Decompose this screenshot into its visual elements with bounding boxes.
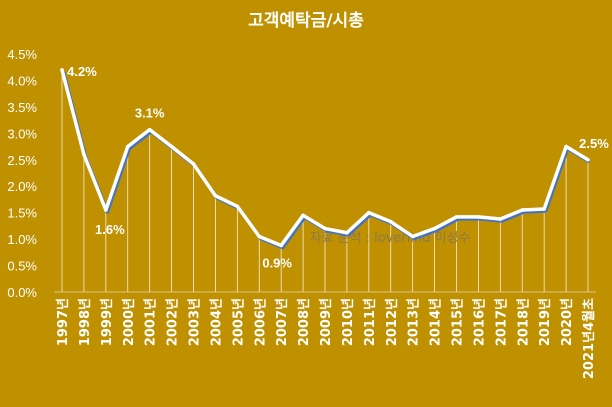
- data-point: [213, 193, 218, 198]
- x-tick-label: 2009년: [319, 298, 334, 346]
- x-tick-label: 2002년: [166, 298, 181, 346]
- data-labels: 4.2% 1.6% 3.1% 0.9% 2.5%: [67, 64, 609, 271]
- data-point: [104, 208, 108, 212]
- y-tick-label: 1.5%: [7, 206, 37, 221]
- y-tick-label: 0.5%: [7, 259, 37, 274]
- y-tick-label: 2.5%: [7, 153, 37, 168]
- data-point: [60, 68, 64, 72]
- data-point: [301, 213, 305, 218]
- x-tick-label: 2004년: [209, 298, 224, 346]
- x-tick-label: 2001년: [144, 298, 159, 346]
- data-point: [125, 144, 130, 149]
- x-tick-label: 2021년4월초: [581, 298, 597, 379]
- x-tick-label: 2000년: [122, 298, 137, 346]
- data-label: 2.5%: [579, 136, 609, 151]
- data-point: [498, 217, 503, 221]
- x-tick-label: 2013년: [407, 298, 422, 346]
- data-point: [388, 219, 393, 224]
- data-point: [323, 226, 327, 231]
- x-tick-label: 2003년: [188, 298, 203, 346]
- y-tick-label: 3.5%: [7, 100, 37, 115]
- y-tick-label: 1.0%: [7, 232, 37, 247]
- data-point: [345, 230, 349, 235]
- data-point: [454, 215, 459, 219]
- data-point: [542, 207, 546, 211]
- data-point: [235, 204, 240, 209]
- data-point: [367, 210, 371, 215]
- data-points: [60, 68, 590, 248]
- x-tick-label: 2019년: [538, 298, 553, 346]
- x-tick-label: 1997년: [56, 298, 71, 346]
- x-tick-label: 1999년: [100, 298, 115, 346]
- x-tick-label: 2010년: [341, 298, 356, 346]
- x-tick-label: 2018년: [516, 298, 531, 346]
- data-label: 0.9%: [262, 255, 292, 270]
- x-tick-label: 2012년: [385, 298, 400, 346]
- drop-lines: [61, 69, 589, 292]
- y-axis-ticks: 0.0% 0.5% 1.0% 1.5% 2.0% 2.5% 3.0% 3.5% 4.0% 4.5%: [7, 47, 37, 300]
- series-group: [60, 69, 591, 250]
- data-point: [586, 157, 590, 162]
- x-tick-label: 2006년: [253, 298, 268, 346]
- data-point: [147, 127, 152, 132]
- data-point: [564, 144, 568, 149]
- x-tick-label: 2015년: [451, 298, 466, 346]
- data-point: [432, 226, 437, 231]
- y-tick-label: 0.0%: [7, 285, 37, 300]
- x-tick-label: 2016년: [472, 298, 487, 346]
- x-axis-ticks: 1997년 1998년 1999년 2000년 2001년 2002년 2003년 2004년…: [56, 298, 597, 379]
- y-tick-label: 2.0%: [7, 179, 37, 194]
- y-tick-label: 3.0%: [7, 126, 37, 141]
- data-point: [279, 243, 283, 248]
- data-point: [169, 144, 174, 149]
- data-point: [191, 162, 196, 166]
- x-tick-label: 2017년: [494, 298, 509, 346]
- x-tick-label: 2007년: [275, 298, 290, 346]
- data-label: 3.1%: [135, 106, 165, 121]
- x-tick-label: 2011년: [363, 298, 378, 346]
- x-tick-label: 2008년: [297, 298, 312, 346]
- x-tick-label: 2020년: [560, 298, 575, 346]
- data-label: 1.6%: [95, 222, 125, 237]
- y-tick-label: 4.5%: [7, 47, 37, 62]
- data-point: [476, 215, 481, 219]
- series-line-shadow: [61, 71, 591, 250]
- data-point: [410, 234, 415, 239]
- data-point: [82, 152, 86, 157]
- x-tick-label: 1998년: [78, 298, 93, 346]
- x-tick-label: 2005년: [231, 298, 246, 346]
- x-tick-label: 2014년: [429, 298, 444, 346]
- y-tick-label: 4.0%: [7, 73, 37, 88]
- data-label: 4.2%: [67, 64, 97, 79]
- data-point: [520, 208, 525, 212]
- data-point: [257, 234, 262, 239]
- chart-title: 고객예탁금/시총: [248, 11, 364, 31]
